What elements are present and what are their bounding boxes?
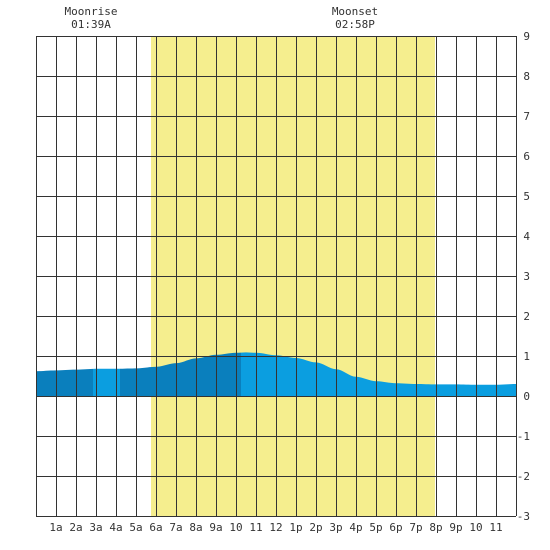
y-tick-label: 1	[523, 350, 530, 363]
tide-area-segment	[36, 368, 93, 396]
y-tick-label: 0	[523, 390, 530, 403]
y-tick-labels: -3 -2 -1 0 1 2 3 4 5 6 7 8 9	[517, 30, 531, 523]
x-tick-label: 9a	[209, 521, 222, 534]
y-tick-label: -3	[517, 510, 530, 523]
x-tick-label: 8p	[429, 521, 442, 534]
y-tick-label: -1	[517, 430, 530, 443]
x-tick-label: 10	[229, 521, 242, 534]
x-tick-label: 12	[269, 521, 282, 534]
x-tick-label: 11	[249, 521, 262, 534]
x-tick-label: 2p	[309, 521, 322, 534]
y-tick-label: 4	[523, 230, 530, 243]
x-tick-label: 2a	[69, 521, 82, 534]
x-tick-label: 4a	[109, 521, 122, 534]
tide-area-segment	[120, 352, 241, 396]
moonset-label: Moonset	[332, 5, 378, 18]
x-tick-label: 7a	[169, 521, 182, 534]
y-tick-label: 6	[523, 150, 530, 163]
x-tick-label: 5p	[369, 521, 382, 534]
y-tick-label: 2	[523, 310, 530, 323]
x-tick-label: 4p	[349, 521, 362, 534]
x-tick-label: 8a	[189, 521, 202, 534]
x-tick-label: 3a	[89, 521, 102, 534]
x-tick-label: 9p	[449, 521, 462, 534]
y-tick-label: 8	[523, 70, 530, 83]
y-tick-label: 9	[523, 30, 530, 43]
moonrise-label: Moonrise	[65, 5, 118, 18]
x-tick-label: 11	[489, 521, 502, 534]
x-tick-label: 10	[469, 521, 482, 534]
x-tick-labels: 1a 2a 3a 4a 5a 6a 7a 8a 9a 10 11 12 1p 2p 3p 4p 5p 6p 7p 8p…	[49, 521, 502, 534]
x-tick-label: 1p	[289, 521, 302, 534]
x-tick-label: 5a	[129, 521, 142, 534]
tide-area-segment	[93, 368, 120, 396]
tide-area-segment	[241, 352, 516, 396]
x-tick-label: 6p	[389, 521, 402, 534]
x-tick-label: 7p	[409, 521, 422, 534]
x-tick-label: 1a	[49, 521, 62, 534]
tide-area-group	[36, 352, 516, 396]
grid-lines	[36, 36, 517, 517]
moonrise-time: 01:39A	[71, 18, 111, 31]
y-tick-label: 7	[523, 110, 530, 123]
x-tick-label: 6a	[149, 521, 162, 534]
x-tick-label: 3p	[329, 521, 342, 534]
y-tick-label: 5	[523, 190, 530, 203]
moonset-time: 02:58P	[335, 18, 375, 31]
y-tick-label: -2	[517, 470, 530, 483]
y-tick-label: 3	[523, 270, 530, 283]
